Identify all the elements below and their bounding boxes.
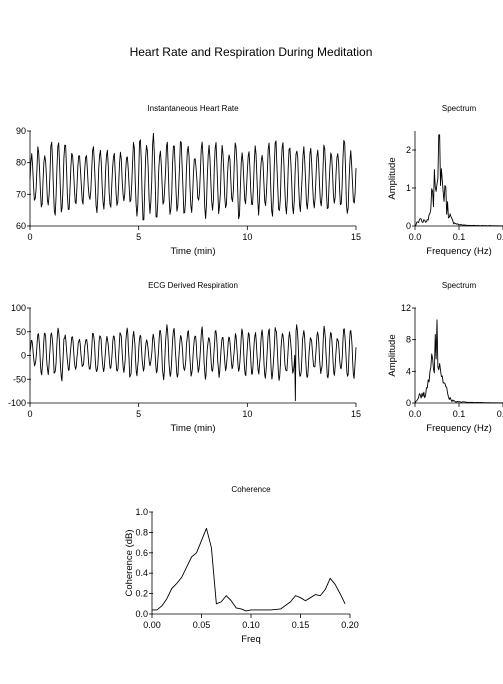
panel-title: Instantaneous Heart Rate xyxy=(147,104,239,113)
y-axis-label: Amplitude xyxy=(387,334,398,376)
x-tick-label: 15 xyxy=(351,232,361,242)
y-tick-label: 0.6 xyxy=(135,548,148,558)
panel-title: Spectrum xyxy=(442,104,477,113)
series-line xyxy=(29,324,357,402)
panel-hr: Instantaneous Heart Rate 0 5 10 15 60 70 80 90 Ti… xyxy=(16,104,361,257)
y-tick-label: 0.0 xyxy=(135,609,148,619)
x-tick-label: 15 xyxy=(351,409,361,419)
y-tick-label: 0.4 xyxy=(135,568,148,578)
panel-title: Spectrum xyxy=(442,281,477,290)
x-tick-label: 5 xyxy=(136,409,141,419)
y-tick-label: 12 xyxy=(401,303,411,313)
panel-coh: Coherence 0.00 0.05 0.10 0.15 0.20 0.0 0.2 0.4 0.… xyxy=(124,485,359,645)
y-tick-label: 80 xyxy=(16,158,26,168)
panel-hr_spec: Spectrum 0.0 0.1 0.2 0 1 2 Frequency (Hz) Amplit… xyxy=(387,104,503,257)
y-tick-label: 0.8 xyxy=(135,527,148,537)
x-axis-label: Frequency (Hz) xyxy=(426,246,491,257)
panel-edr_spec: Spectrum 0.0 0.1 0.2 0 4 8 12 Frequency (Hz) Ampl… xyxy=(387,281,503,434)
x-tick-label: 0.2 xyxy=(497,409,503,419)
y-tick-label: 0.2 xyxy=(135,589,148,599)
x-tick-label: 10 xyxy=(242,232,252,242)
y-tick-label: 8 xyxy=(406,335,411,345)
x-tick-label: 0.00 xyxy=(143,620,161,630)
x-tick-label: 5 xyxy=(136,232,141,242)
series-line xyxy=(152,527,346,612)
x-tick-label: 0.20 xyxy=(341,620,359,630)
y-tick-label: 4 xyxy=(406,366,411,376)
panel-title: Coherence xyxy=(231,485,271,494)
y-tick-label: -50 xyxy=(13,374,26,384)
x-tick-label: 0.2 xyxy=(497,232,503,242)
x-tick-label: 0 xyxy=(27,232,32,242)
series-line xyxy=(414,134,503,227)
x-tick-label: 0 xyxy=(27,409,32,419)
x-axis-label: Time (min) xyxy=(170,246,215,257)
x-tick-label: 0.05 xyxy=(193,620,211,630)
x-tick-label: 0.1 xyxy=(453,409,466,419)
x-tick-label: 0.0 xyxy=(409,232,422,242)
figure-title: Heart Rate and Respiration During Medita… xyxy=(130,45,373,59)
y-tick-label: 0 xyxy=(406,398,411,408)
y-axis-label: Amplitude xyxy=(387,157,398,199)
y-tick-label: 90 xyxy=(16,126,26,136)
series-line xyxy=(414,319,503,404)
panel-edr: ECG Derived Respiration 0 5 10 15 -100 -50 0 50 1… xyxy=(8,281,361,434)
y-axis-label: Coherence (dB) xyxy=(124,529,135,596)
x-axis-label: Time (min) xyxy=(170,423,215,434)
y-tick-label: -100 xyxy=(8,398,26,408)
y-tick-label: 1.0 xyxy=(135,507,148,517)
x-tick-label: 0.10 xyxy=(242,620,260,630)
y-tick-label: 100 xyxy=(11,303,26,313)
y-tick-label: 1 xyxy=(406,183,411,193)
y-tick-label: 60 xyxy=(16,221,26,231)
y-tick-label: 0 xyxy=(406,221,411,231)
y-tick-label: 2 xyxy=(406,145,411,155)
x-axis-label: Frequency (Hz) xyxy=(426,423,491,434)
series-line xyxy=(29,132,357,221)
x-tick-label: 0.15 xyxy=(292,620,310,630)
x-tick-label: 0.1 xyxy=(453,232,466,242)
x-axis-label: Freq xyxy=(241,634,261,645)
y-tick-label: 0 xyxy=(21,351,26,361)
y-tick-label: 70 xyxy=(16,189,26,199)
y-tick-label: 50 xyxy=(16,327,26,337)
x-tick-label: 0.0 xyxy=(409,409,422,419)
panel-title: ECG Derived Respiration xyxy=(148,281,238,290)
x-tick-label: 10 xyxy=(242,409,252,419)
